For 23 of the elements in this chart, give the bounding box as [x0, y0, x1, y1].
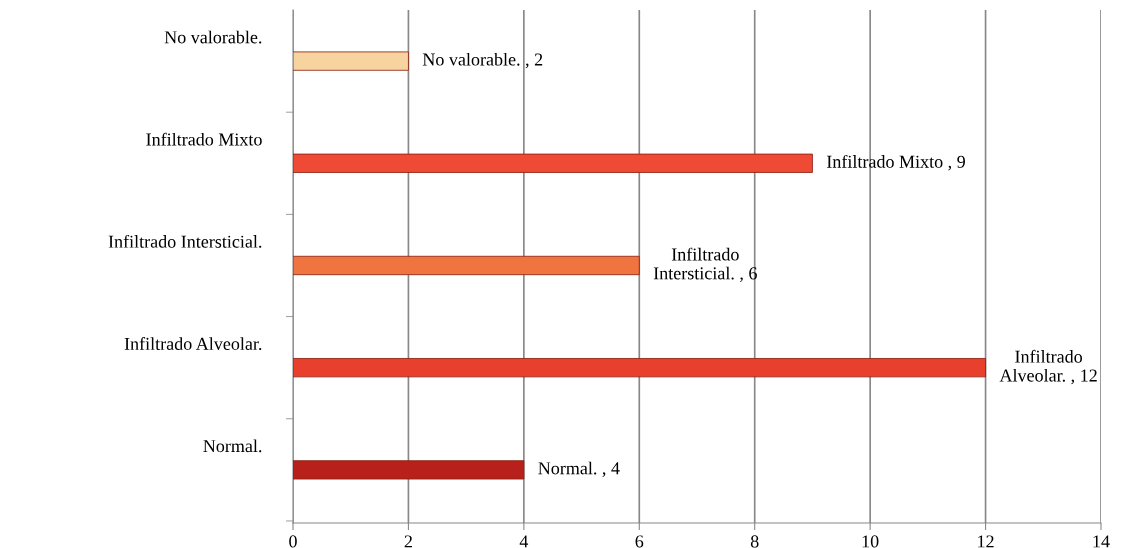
bar: [293, 255, 640, 276]
data-label: Infiltrado Intersticial. , 6: [653, 247, 757, 283]
y-tick-label: No valorable.: [164, 30, 262, 44]
y-tick-label: Infiltrado Intersticial.: [108, 234, 262, 248]
x-tick-label: 12: [978, 535, 994, 548]
y-tick-label: Infiltrado Mixto: [146, 132, 262, 146]
bar: [293, 153, 813, 173]
y-tick-label: Normal.: [203, 439, 262, 453]
bar: [293, 460, 525, 480]
data-label: No valorable. , 2: [422, 52, 543, 69]
x-tick-label: 2: [404, 535, 412, 548]
bar: [293, 51, 409, 71]
bar: [293, 358, 986, 378]
y-tick-label: Infiltrado Alveolar.: [124, 337, 262, 351]
data-label: Normal. , 4: [538, 461, 620, 477]
x-tick-label: 0: [289, 535, 297, 548]
data-label: Infiltrado Alveolar. , 12: [999, 349, 1097, 385]
x-tick-label: 14: [1093, 535, 1110, 548]
x-tick-label: 6: [635, 535, 644, 548]
x-tick-label: 8: [750, 535, 759, 548]
data-label: Infiltrado Mixto , 9: [826, 154, 965, 171]
x-tick-label: 4: [519, 535, 529, 548]
x-tick-label: 10: [862, 535, 879, 548]
